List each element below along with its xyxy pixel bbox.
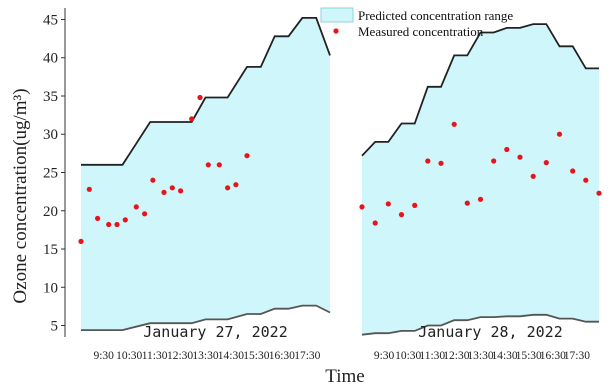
measured-point: [244, 153, 250, 159]
measured-point: [216, 162, 222, 168]
x-tick-label: 16:30: [540, 350, 566, 362]
measured-point: [504, 146, 510, 153]
measured-point: [398, 212, 405, 218]
measured-point: [205, 162, 211, 168]
predicted-range-band: [81, 17, 330, 331]
measured-point: [543, 160, 549, 166]
y-tick-label: 15: [43, 242, 58, 258]
x-tick-label: 10:30: [116, 350, 142, 362]
measured-point: [464, 200, 470, 206]
measured-point: [197, 94, 203, 101]
y-tick-label: 10: [43, 280, 58, 296]
y-tick-label: 25: [43, 166, 58, 182]
measured-point: [583, 177, 589, 183]
x-axis-label: Time: [325, 366, 364, 387]
measured-point: [233, 182, 239, 188]
measured-point: [425, 158, 431, 164]
predicted-range-band: [362, 24, 599, 335]
measured-point: [556, 131, 563, 137]
measured-point: [106, 221, 112, 228]
chart-panel: January 27, 2022 9:30 10:30 11:30 12:30 13:30…: [78, 16, 331, 362]
upper-bound-line: [361, 23, 599, 157]
x-tick-label: 9:30: [93, 350, 114, 362]
measured-point: [178, 188, 184, 194]
measured-point: [517, 154, 523, 160]
lower-bound-line: [81, 304, 331, 332]
measured-point: [530, 173, 536, 179]
y-tick-label: 5: [51, 319, 59, 335]
measured-point: [161, 189, 167, 195]
legend: Predicted concentration range Measured c…: [320, 7, 513, 39]
y-tick-label: 40: [43, 51, 58, 67]
measured-point: [150, 177, 156, 183]
measured-point: [189, 116, 195, 122]
measured-point: [78, 238, 84, 244]
y-tick-label: 45: [43, 12, 58, 28]
measured-point: [477, 196, 484, 202]
chart-panel: January 28, 2022 9:30 10:3011:3012:3013:30…: [359, 23, 602, 362]
measured-point: [142, 211, 148, 217]
measured-point: [225, 185, 231, 191]
measured-point: [114, 221, 120, 228]
upper-bound-line: [81, 16, 331, 166]
x-tick-label: 12:30: [443, 350, 469, 362]
measured-point: [133, 204, 139, 210]
legend-label-measured: Measured concentration: [358, 24, 484, 39]
x-tick-label: 12:30: [167, 350, 193, 362]
legend-swatch-range: [320, 7, 354, 23]
y-axis: 5 10 15 20 25 30 35 40 45: [43, 8, 66, 337]
panel-date-label: January 28, 2022: [418, 323, 563, 341]
measured-point: [169, 185, 175, 191]
lower-bound-line: [361, 313, 599, 336]
x-tick-label: 17:30: [564, 350, 590, 362]
y-axis-label: Ozone concentration(ug/m³): [10, 88, 31, 303]
x-tick-label: 10:30: [395, 350, 421, 362]
legend-swatch-measured: [333, 28, 339, 34]
x-tick-label: 15:30: [516, 350, 542, 362]
x-tick-label: 14:30: [218, 350, 244, 362]
measured-point: [95, 215, 101, 221]
x-tick-label: 16:30: [269, 350, 295, 362]
x-tick-label: 11:30: [142, 350, 168, 362]
x-tick-label: 13:30: [192, 350, 218, 362]
y-tick-label: 35: [43, 89, 58, 105]
measured-point: [86, 186, 92, 192]
x-tick-label: 15:30: [243, 350, 269, 362]
measured-point: [451, 121, 457, 127]
y-tick-label: 20: [43, 204, 58, 220]
x-tick-label: 17:30: [294, 350, 320, 362]
y-tick-label: 30: [43, 127, 58, 143]
measured-point: [596, 190, 602, 196]
measured-point: [359, 204, 365, 210]
measured-point: [412, 202, 418, 208]
legend-label-range: Predicted concentration range: [358, 8, 513, 23]
measured-point: [570, 168, 576, 174]
measured-point: [385, 201, 391, 207]
x-tick-label: 14:30: [491, 350, 517, 362]
x-tick-label: 13:30: [467, 350, 493, 362]
measured-point: [372, 220, 378, 226]
x-tick-label: 11:30: [419, 350, 445, 362]
panel-date-label: January 27, 2022: [143, 323, 288, 341]
measured-point: [491, 158, 497, 164]
x-tick-label: 9:30: [374, 350, 395, 362]
measured-point: [122, 217, 128, 223]
measured-point: [438, 160, 444, 166]
